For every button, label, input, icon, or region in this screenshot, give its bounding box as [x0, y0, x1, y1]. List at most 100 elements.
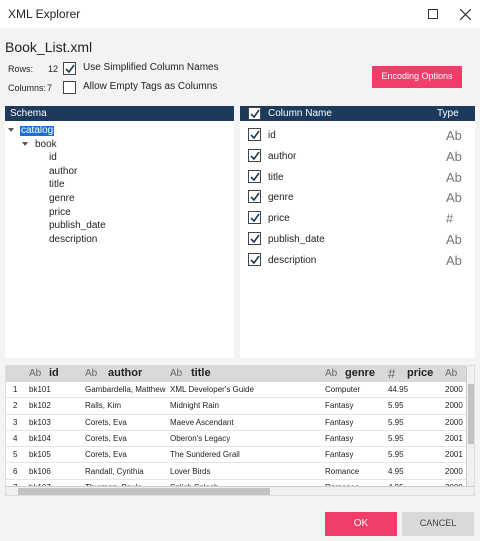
row-index: 6: [13, 466, 18, 476]
grid-cell: Lover Birds: [170, 467, 211, 476]
column-type: Ab: [446, 232, 462, 247]
column-name: price: [268, 213, 290, 225]
column-type: Ab: [170, 368, 183, 379]
grid-cell: Corets, Eva: [85, 451, 127, 460]
header-label: Type: [437, 108, 459, 119]
tree-node[interactable]: author: [49, 165, 78, 177]
column-name: genre: [268, 192, 294, 204]
window-title: XML Explorer: [8, 7, 81, 21]
column-type: Ab: [325, 368, 338, 379]
scroll-thumb[interactable]: [18, 488, 270, 495]
column-header[interactable]: id: [49, 367, 59, 379]
checkbox[interactable]: [248, 211, 261, 225]
grid-cell: 2000: [445, 402, 463, 411]
header-label: Column Name: [268, 108, 332, 119]
expander[interactable]: [22, 141, 28, 146]
grid-row: [6, 447, 474, 464]
grid-cell: 2001: [445, 434, 463, 443]
column-type: Ab: [29, 368, 42, 379]
row-index: 1: [13, 385, 18, 394]
tree-node[interactable]: catalog: [20, 125, 55, 136]
checkbox[interactable]: [248, 128, 261, 141]
grid-cell: 5.95: [388, 402, 404, 411]
rows-label: Rows:: [8, 64, 34, 74]
tree-node[interactable]: title: [49, 179, 65, 191]
title-bar: [0, 0, 480, 28]
column-type: Ab: [446, 128, 462, 143]
column-header[interactable]: price: [407, 367, 434, 379]
column-header[interactable]: author: [108, 367, 143, 379]
close-button[interactable]: [460, 9, 471, 20]
checkbox-label: Use Simplified Column Names: [83, 62, 219, 73]
column-type: Ab: [445, 368, 458, 379]
tree-node[interactable]: book: [35, 138, 57, 150]
tree-node[interactable]: price: [49, 206, 71, 218]
schema-panel: Schema catalog book id author title genre price…: [5, 106, 234, 358]
grid-cell: 2000: [445, 467, 463, 476]
column-header[interactable]: title: [191, 367, 211, 379]
checkbox[interactable]: [248, 169, 261, 183]
checkbox[interactable]: [63, 62, 76, 75]
grid-header: [6, 366, 474, 382]
grid-cell: XML Developer's Guide: [170, 386, 254, 394]
checkbox[interactable]: [248, 252, 261, 266]
tree-node[interactable]: id: [49, 152, 57, 164]
data-grid: Ab id Ab author Ab title Ab genre # price Ab 1 bk101…: [5, 365, 475, 496]
grid-cell: 2000: [445, 386, 463, 394]
column-type: #: [388, 366, 396, 381]
button-label: Encoding Options: [381, 71, 453, 81]
scroll-thumb[interactable]: [468, 384, 474, 444]
grid-cell: 44.95: [388, 386, 409, 394]
grid-cell: Ralls, Kim: [85, 402, 122, 411]
panel-header: [5, 106, 234, 121]
checkbox-label: Allow Empty Tags as Columns: [83, 81, 218, 92]
maximize-button[interactable]: [428, 9, 438, 19]
grid-cell: bk106: [29, 467, 51, 476]
grid-cell: Corets, Eva: [85, 418, 127, 427]
checkbox[interactable]: [248, 107, 261, 120]
columns-label: Columns:: [8, 83, 47, 93]
grid-cell: 5.95: [388, 451, 404, 460]
grid-row: [6, 431, 474, 448]
grid-cell: Midnight Rain: [170, 402, 219, 411]
checkbox[interactable]: [248, 190, 261, 204]
column-name: publish_date: [268, 234, 325, 245]
column-header[interactable]: genre: [345, 367, 375, 379]
grid-cell: bk102: [29, 402, 51, 411]
grid-row: [6, 398, 474, 415]
grid-cell: Gambardella, Matthew: [85, 386, 166, 394]
grid-cell: bk101: [29, 386, 51, 394]
cancel-button[interactable]: CANCEL: [402, 512, 474, 536]
row-index: 3: [13, 417, 18, 427]
grid-cell: Fantasy: [325, 402, 354, 411]
grid-cell: Fantasy: [325, 451, 354, 460]
grid-cell: Fantasy: [325, 434, 354, 443]
row-index: 4: [13, 433, 18, 443]
panel-header: [240, 106, 475, 121]
columns-panel: Column Name Type id Ab author Ab title Ab genre A…: [240, 106, 475, 358]
column-name: author: [268, 150, 297, 162]
checkbox[interactable]: [248, 232, 261, 245]
column-type: Ab: [446, 148, 462, 164]
column-type: Ab: [446, 252, 462, 268]
tree-node[interactable]: description: [49, 233, 98, 245]
grid-cell: 2000: [445, 418, 463, 427]
checkbox[interactable]: [248, 148, 261, 162]
column-name: title: [268, 171, 284, 183]
row-index: 2: [13, 401, 18, 411]
tree-node[interactable]: publish_date: [49, 220, 106, 232]
grid-cell: 5.95: [388, 418, 404, 427]
grid-cell: 5.95: [388, 434, 404, 443]
grid-cell: Romance: [325, 467, 360, 476]
grid-row: [6, 382, 474, 399]
tree-node[interactable]: genre: [49, 193, 75, 204]
expander[interactable]: [8, 128, 14, 132]
encoding-button[interactable]: Encoding Options: [372, 66, 462, 88]
ok-button[interactable]: OK: [325, 512, 397, 536]
checkbox[interactable]: [63, 81, 76, 94]
button-label: OK: [353, 518, 369, 529]
column-type: Ab: [85, 368, 98, 379]
column-type: #: [446, 211, 454, 227]
button-label: CANCEL: [419, 518, 457, 528]
